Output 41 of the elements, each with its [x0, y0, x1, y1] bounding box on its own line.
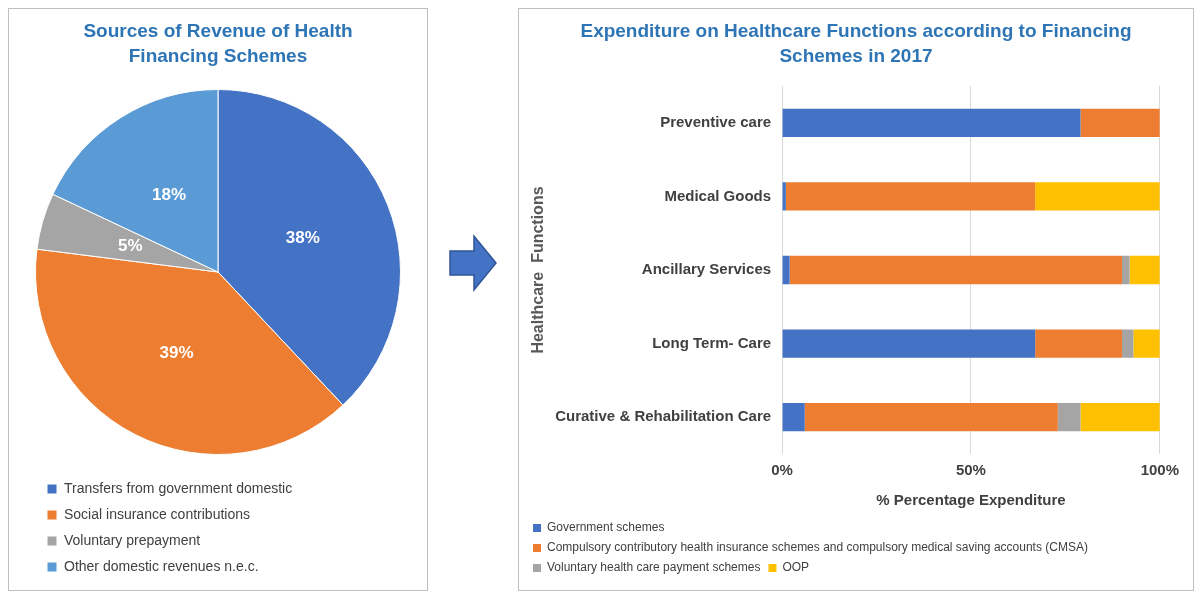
bar [782, 182, 786, 211]
bar [1035, 329, 1123, 359]
legend-label: Government schemes [547, 520, 665, 535]
y-tick-label: Curative & Rehabilitation Care [555, 407, 772, 425]
y-tick-label: Medical Goods [664, 186, 772, 204]
data-label: 18% [152, 185, 187, 205]
y-tick-label: Long Term- Care [652, 334, 772, 352]
bar [1080, 109, 1160, 138]
bar [1129, 256, 1160, 285]
bar [782, 109, 1081, 138]
y-tick-label: Ancillary Services [641, 260, 772, 278]
y-axis-title: Healthcare Functions [529, 186, 547, 354]
bar [1133, 329, 1160, 359]
bar [1057, 403, 1081, 432]
bar [782, 256, 790, 285]
legend-label: OOP [782, 560, 810, 575]
legend-label: Other domestic revenues n.e.c. [64, 558, 259, 575]
chart-title: Sources of Revenue of Health Financing Schemes [82, 19, 354, 68]
data-label: 38% [285, 228, 320, 248]
x-tick-label: 0% [771, 461, 793, 479]
bar [785, 182, 1036, 211]
chart-title: Expenditure on Healthcare Functions according to Financing Schemes in 2017 [579, 19, 1133, 68]
legend-label: Voluntary prepayment [64, 532, 201, 549]
bar [1122, 329, 1134, 359]
bar [789, 256, 1123, 285]
bar [1035, 182, 1160, 211]
bar [782, 329, 1036, 359]
x-axis-title: % Percentage Expenditure [876, 491, 1066, 509]
x-tick-label: 50% [955, 461, 986, 479]
y-tick-label: Preventive care [660, 113, 772, 131]
data-label: 39% [159, 343, 194, 363]
bar [804, 403, 1058, 432]
bar [782, 403, 805, 432]
legend-label: Transfers from government domestic [64, 480, 293, 497]
bar [1122, 256, 1130, 285]
legend-label: Social insurance contributions [64, 506, 250, 523]
bar [1080, 403, 1160, 432]
data-label: 5% [118, 236, 143, 256]
x-tick-label: 100% [1140, 461, 1180, 479]
legend-label: Voluntary health care payment schemes [547, 560, 761, 575]
legend-label: Compulsory contributory health insurance schemes and compulsory medical saving accounts (CMSA) [547, 540, 1088, 555]
